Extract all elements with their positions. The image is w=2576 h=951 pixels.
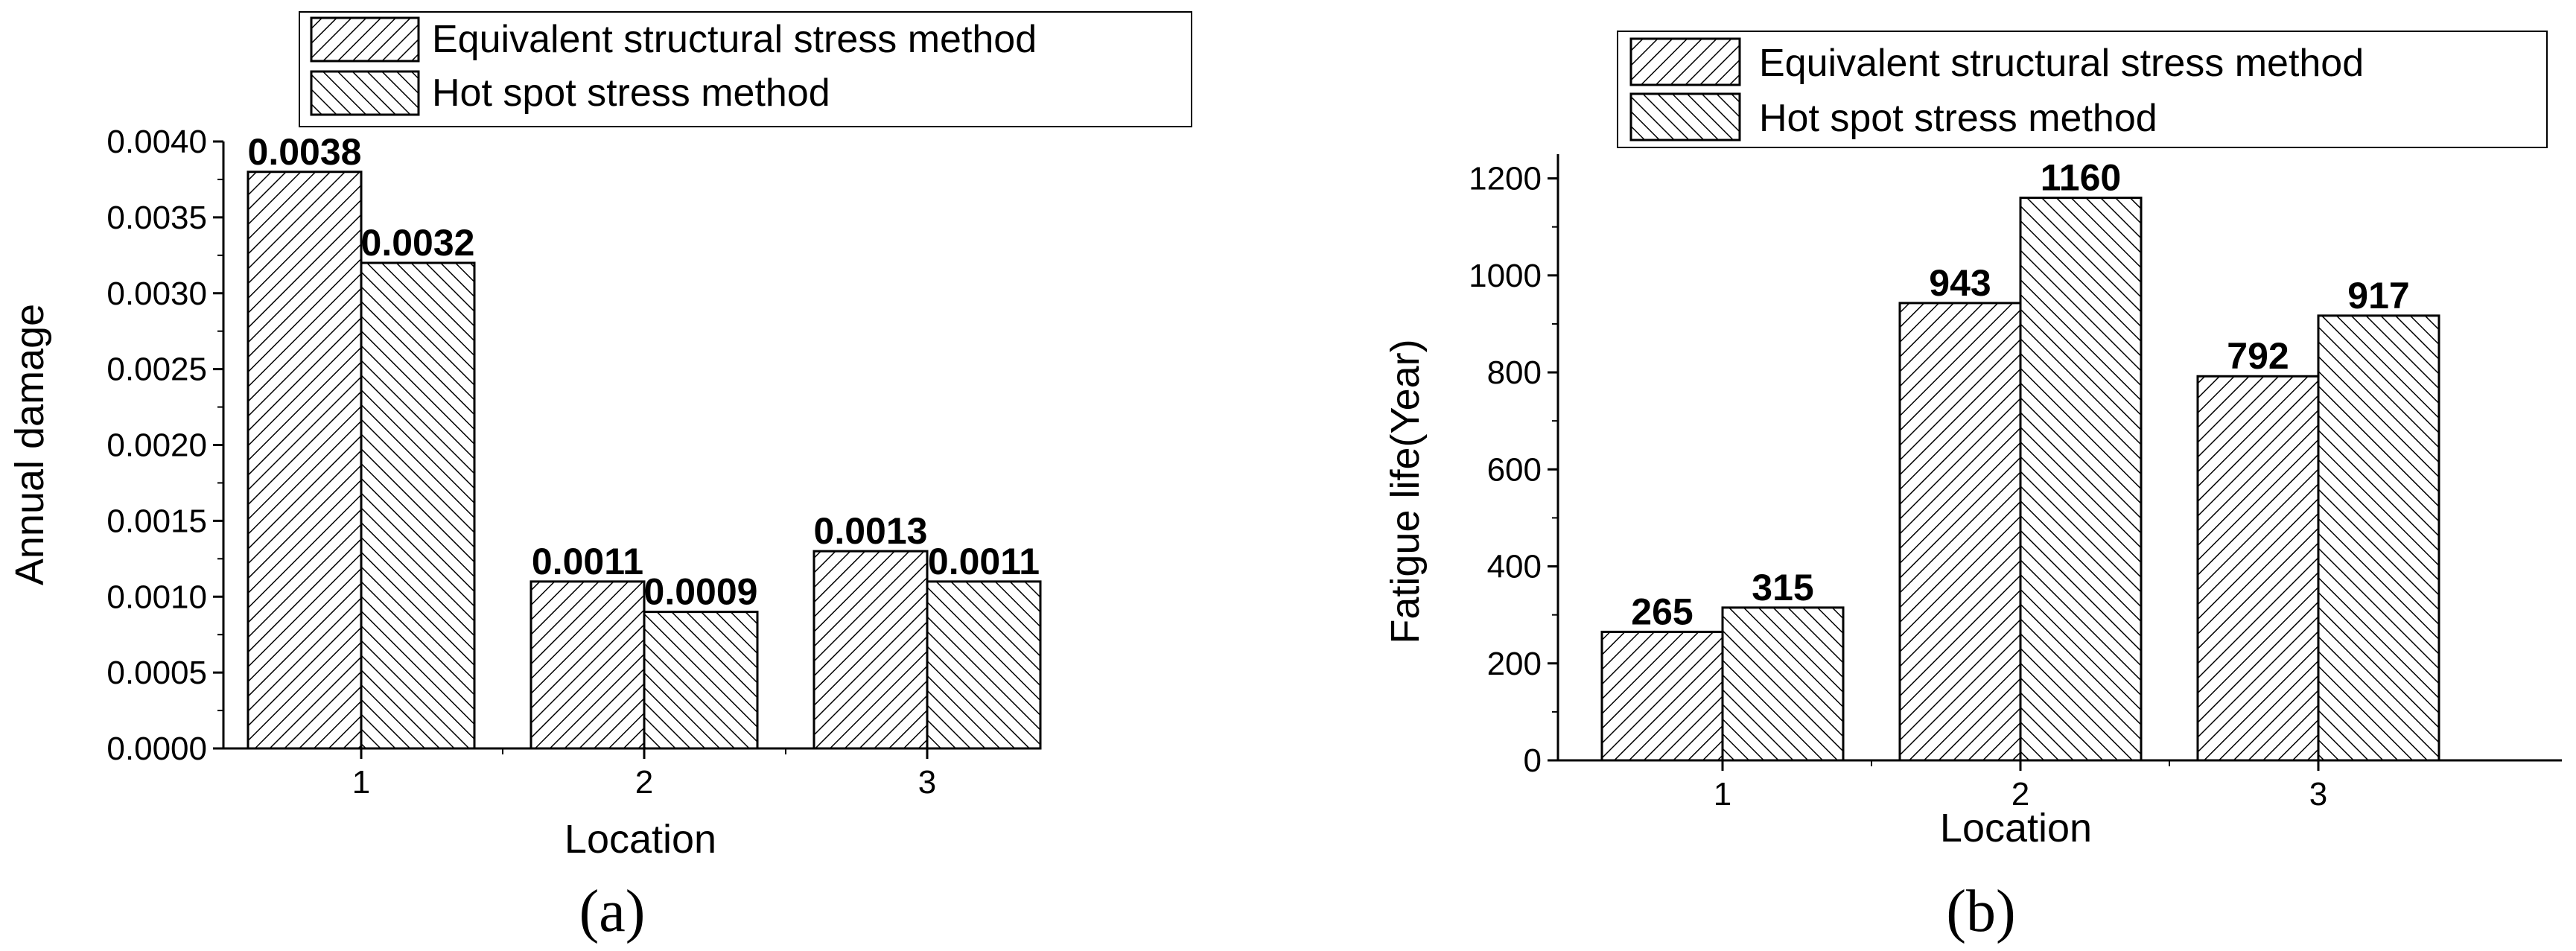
data-label: 0.0009 bbox=[644, 571, 758, 613]
x-tick-label: 1 bbox=[352, 764, 370, 801]
panel-label: (b) bbox=[1946, 879, 2015, 944]
y-tick-label: 0.0010 bbox=[106, 579, 207, 615]
y-tick-label: 0.0015 bbox=[106, 503, 207, 539]
panel-label: (a) bbox=[579, 879, 646, 944]
y-tick-label: 400 bbox=[1487, 549, 1542, 585]
y-axis-title: Fatigue life(Year) bbox=[1383, 339, 1428, 643]
y-tick-label: 600 bbox=[1487, 451, 1542, 488]
data-label: 0.0013 bbox=[814, 510, 928, 552]
data-label: 0.0038 bbox=[248, 131, 362, 173]
y-tick-label: 0 bbox=[1524, 742, 1542, 779]
y-tick-label: 0.0025 bbox=[106, 352, 207, 388]
data-label: 0.0011 bbox=[928, 541, 1040, 582]
x-tick-label: 2 bbox=[2011, 776, 2029, 812]
x-tick-label: 1 bbox=[1714, 776, 1731, 812]
y-tick-label: 0.0030 bbox=[106, 276, 207, 312]
x-tick-label: 2 bbox=[635, 764, 653, 801]
data-label: 0.0032 bbox=[361, 222, 475, 264]
y-tick-label: 0.0020 bbox=[106, 427, 207, 464]
data-label: 0.0011 bbox=[532, 541, 643, 582]
bar-s2-loc2 bbox=[643, 611, 759, 750]
y-tick-label: 1000 bbox=[1469, 258, 1542, 294]
legend-swatch bbox=[310, 16, 420, 63]
data-label: 265 bbox=[1631, 591, 1693, 632]
y-tick-label: 0.0035 bbox=[106, 200, 207, 236]
bar-s2-loc3 bbox=[926, 580, 1042, 750]
bar-s1-loc2 bbox=[529, 580, 646, 750]
data-label: 943 bbox=[1929, 262, 1991, 304]
y-tick-label: 0.0005 bbox=[106, 655, 207, 691]
chart-panel-b: 265 943 792 315 1160 917 0 200 400 600 800 1000 1200… bbox=[1383, 31, 2562, 944]
chart-panel-a: 0.00380.00110.00130.00320.00090.00110.00… bbox=[7, 11, 1192, 944]
legend-label: Hot spot stress method bbox=[432, 71, 830, 115]
bar-s2-loc1 bbox=[360, 261, 476, 750]
x-tick-label: 3 bbox=[918, 764, 936, 801]
data-label: 315 bbox=[1752, 567, 1813, 608]
legend-label: Equivalent structural stress method bbox=[432, 18, 1037, 61]
bar-s2-loc3 bbox=[2317, 314, 2440, 762]
y-tick-label: 1200 bbox=[1469, 161, 1542, 197]
data-label: 1160 bbox=[2041, 157, 2121, 199]
legend-box bbox=[299, 11, 1192, 127]
y-axis-title: Annual damage bbox=[7, 304, 52, 585]
y-tick-label: 0.0000 bbox=[106, 731, 207, 767]
legend-label: Equivalent structural stress method bbox=[1759, 42, 2364, 85]
data-label: 792 bbox=[2227, 335, 2289, 377]
bar-s1-loc1 bbox=[1600, 630, 1724, 762]
legend-swatch bbox=[1629, 92, 1741, 141]
y-tick-label: 800 bbox=[1487, 354, 1542, 391]
data-label: 917 bbox=[2347, 275, 2409, 317]
legend-swatch bbox=[310, 70, 420, 116]
bar-s1-loc3 bbox=[812, 550, 929, 750]
legend-swatch bbox=[1629, 37, 1741, 86]
bar-s1-loc1 bbox=[247, 171, 363, 750]
bar-s2-loc2 bbox=[2019, 197, 2143, 762]
bar-s2-loc1 bbox=[1721, 606, 1845, 762]
bar-s1-loc2 bbox=[1898, 302, 2022, 762]
y-tick-label: 200 bbox=[1487, 646, 1542, 682]
legend-label: Hot spot stress method bbox=[1759, 97, 2157, 140]
x-axis-title: Location bbox=[1940, 806, 2092, 850]
bar-s1-loc3 bbox=[2196, 375, 2320, 762]
legend-box bbox=[1617, 31, 2548, 148]
x-tick-label: 3 bbox=[2309, 776, 2327, 812]
y-tick-label: 0.0040 bbox=[106, 124, 207, 160]
x-axis-title: Location bbox=[565, 817, 716, 862]
